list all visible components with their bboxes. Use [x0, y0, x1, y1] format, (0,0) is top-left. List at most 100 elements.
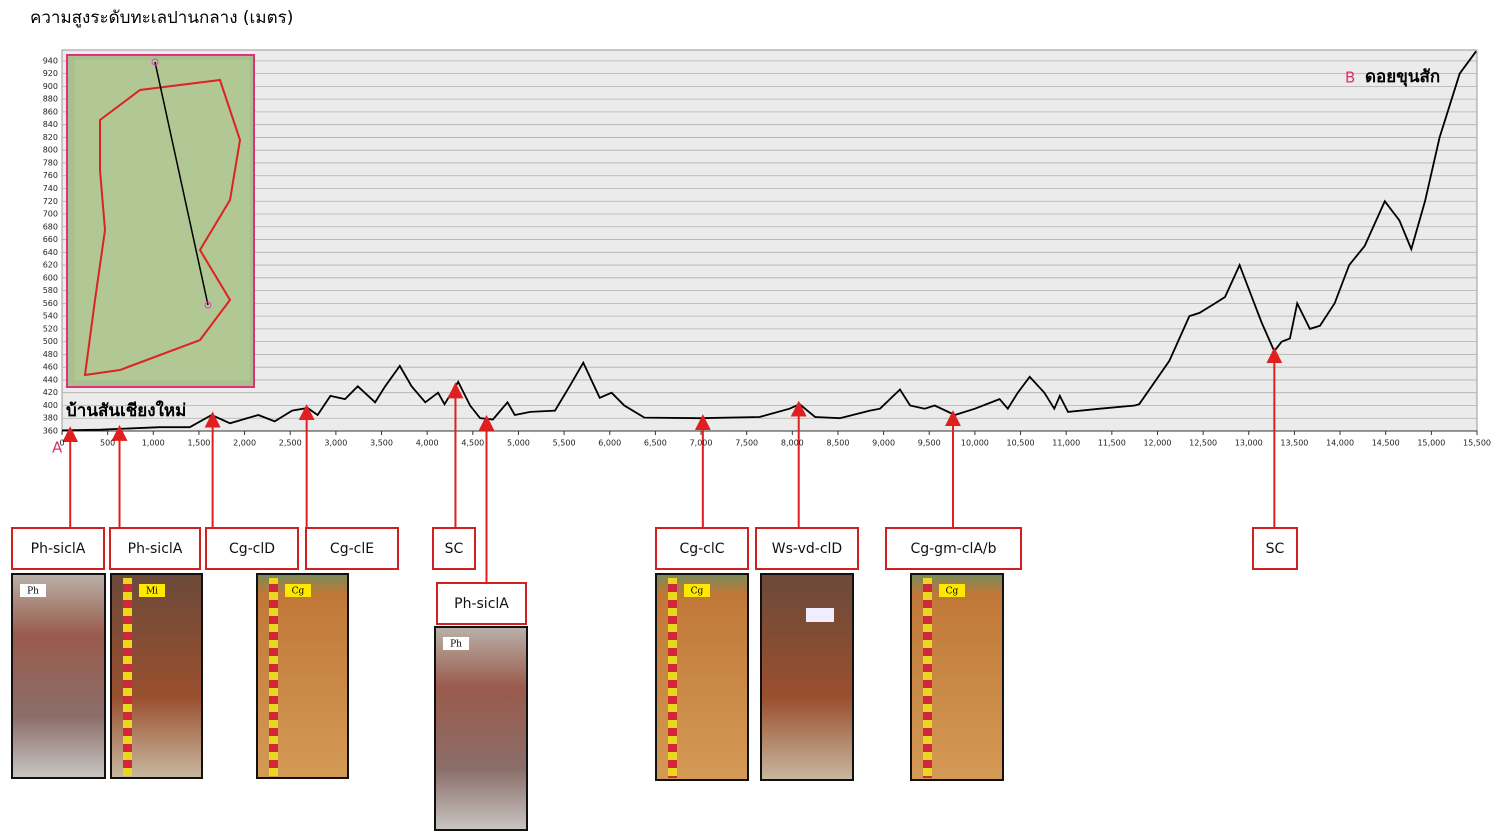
y-tick-label: 680	[43, 222, 58, 231]
annotation-label: Cg-clC	[679, 541, 724, 557]
x-tick-label: 7,500	[735, 439, 758, 448]
map-inset	[66, 54, 255, 388]
end-place: ดอยขุนสัก	[1365, 67, 1440, 87]
photo-ruler	[668, 578, 677, 778]
x-tick-label: 10,500	[1007, 439, 1035, 448]
y-tick-label: 440	[43, 375, 58, 384]
soil-photo	[760, 573, 854, 781]
x-tick-label: 10,000	[961, 439, 989, 448]
y-tick-label: 480	[43, 350, 58, 359]
soil-photo	[11, 573, 106, 779]
plot-area	[61, 49, 1478, 432]
y-tick-label: 880	[43, 95, 58, 104]
photo-ruler	[123, 578, 132, 776]
annotation-box	[109, 527, 201, 570]
x-tick-label: 5,000	[507, 439, 530, 448]
x-tick-label: 12,500	[1189, 439, 1217, 448]
annotation-label: Ws-vd-clD	[772, 541, 842, 557]
x-tick-label: 7,000	[690, 439, 713, 448]
y-tick-label: 800	[43, 146, 58, 155]
y-tick-label: 500	[43, 337, 58, 346]
map-point	[151, 58, 159, 66]
photo-card	[806, 608, 834, 622]
y-tick-label: 640	[43, 248, 58, 257]
x-tick-label: 6,500	[644, 439, 667, 448]
map-point	[204, 301, 212, 309]
photo-tag-bg	[139, 584, 165, 597]
end-marker: B	[1345, 69, 1355, 87]
y-tick-label: 580	[43, 286, 58, 295]
annotation-box	[205, 527, 299, 570]
x-tick-label: 11,000	[1052, 439, 1080, 448]
photo-tag: Cg	[292, 587, 305, 597]
y-tick-label: 940	[43, 56, 58, 65]
x-tick-label: 4,000	[416, 439, 439, 448]
annotation-box	[885, 527, 1022, 570]
y-tick-label: 600	[43, 273, 58, 282]
annotation-label: Cg-clE	[330, 541, 374, 557]
y-tick-label: 700	[43, 210, 58, 219]
annotation-label: Ph-siclA	[454, 596, 509, 612]
annotation-label: Cg-clD	[229, 541, 275, 557]
y-tick-label: 840	[43, 120, 58, 129]
x-tick-label: 9,500	[918, 439, 941, 448]
y-tick-label: 780	[43, 158, 58, 167]
y-tick-label: 760	[43, 171, 58, 180]
annotation-label: Ph-siclA	[128, 541, 183, 557]
y-tick-label: 620	[43, 261, 58, 270]
annotation-label: Cg-gm-clA/b	[910, 541, 996, 557]
soil-photo	[434, 626, 528, 831]
annotation-box	[436, 582, 527, 625]
y-tick-label: 720	[43, 197, 58, 206]
x-tick-label: 5,500	[553, 439, 576, 448]
photo-tag: Ph	[27, 587, 39, 597]
y-tick-label: 660	[43, 235, 58, 244]
y-tick-label: 820	[43, 133, 58, 142]
y-tick-label: 420	[43, 388, 58, 397]
grid	[62, 60, 1477, 432]
x-tick-label: 2,500	[279, 439, 302, 448]
photo-tag-bg	[443, 637, 469, 650]
photo-tag: Cg	[691, 587, 704, 597]
annotation-box	[1252, 527, 1298, 570]
x-tick-label: 6,000	[598, 439, 621, 448]
annotation-box	[305, 527, 399, 570]
elevation-line	[61, 50, 1477, 432]
y-tick-label: 920	[43, 69, 58, 78]
x-tick-label: 0	[59, 439, 64, 448]
plot	[61, 50, 1478, 435]
photo-tag-bg	[285, 584, 311, 597]
map-boundary	[83, 78, 242, 377]
photo-tag: Ph	[450, 640, 462, 650]
y-tick-label: 560	[43, 299, 58, 308]
map-terrain	[75, 60, 250, 380]
x-tick-label: 15,500	[1463, 439, 1491, 448]
x-tick-label: 13,000	[1235, 439, 1263, 448]
photo-tag: Cg	[946, 587, 959, 597]
y-tick-label: 540	[43, 312, 58, 321]
chart-title: ความสูงระดับทะเลปานกลาง (เมตร)	[30, 8, 293, 28]
photo-tag-bg	[939, 584, 965, 597]
x-tick-label: 500	[100, 439, 115, 448]
photo-tag-bg	[684, 584, 710, 597]
x-tick-label: 13,500	[1280, 439, 1308, 448]
x-tick-label: 14,000	[1326, 439, 1354, 448]
annotation-box	[11, 527, 105, 570]
photo-ruler	[269, 578, 278, 776]
annotation-label: SC	[1266, 541, 1285, 557]
y-tick-label: 740	[43, 184, 58, 193]
y-tick-label: 360	[43, 427, 58, 436]
y-tick-label: 400	[43, 401, 58, 410]
x-tick-label: 4,500	[461, 439, 484, 448]
x-tick-label: 8,000	[781, 439, 804, 448]
x-tick-label: 14,500	[1372, 439, 1400, 448]
annotation-label: Ph-siclA	[31, 541, 86, 557]
y-tick-label: 860	[43, 107, 58, 116]
x-tick-label: 1,000	[142, 439, 165, 448]
y-tick-label: 900	[43, 82, 58, 91]
annotation-box	[655, 527, 749, 570]
start-marker: A	[52, 439, 63, 457]
y-tick-label: 520	[43, 324, 58, 333]
start-place: บ้านสันเชียงใหม่	[66, 400, 186, 421]
